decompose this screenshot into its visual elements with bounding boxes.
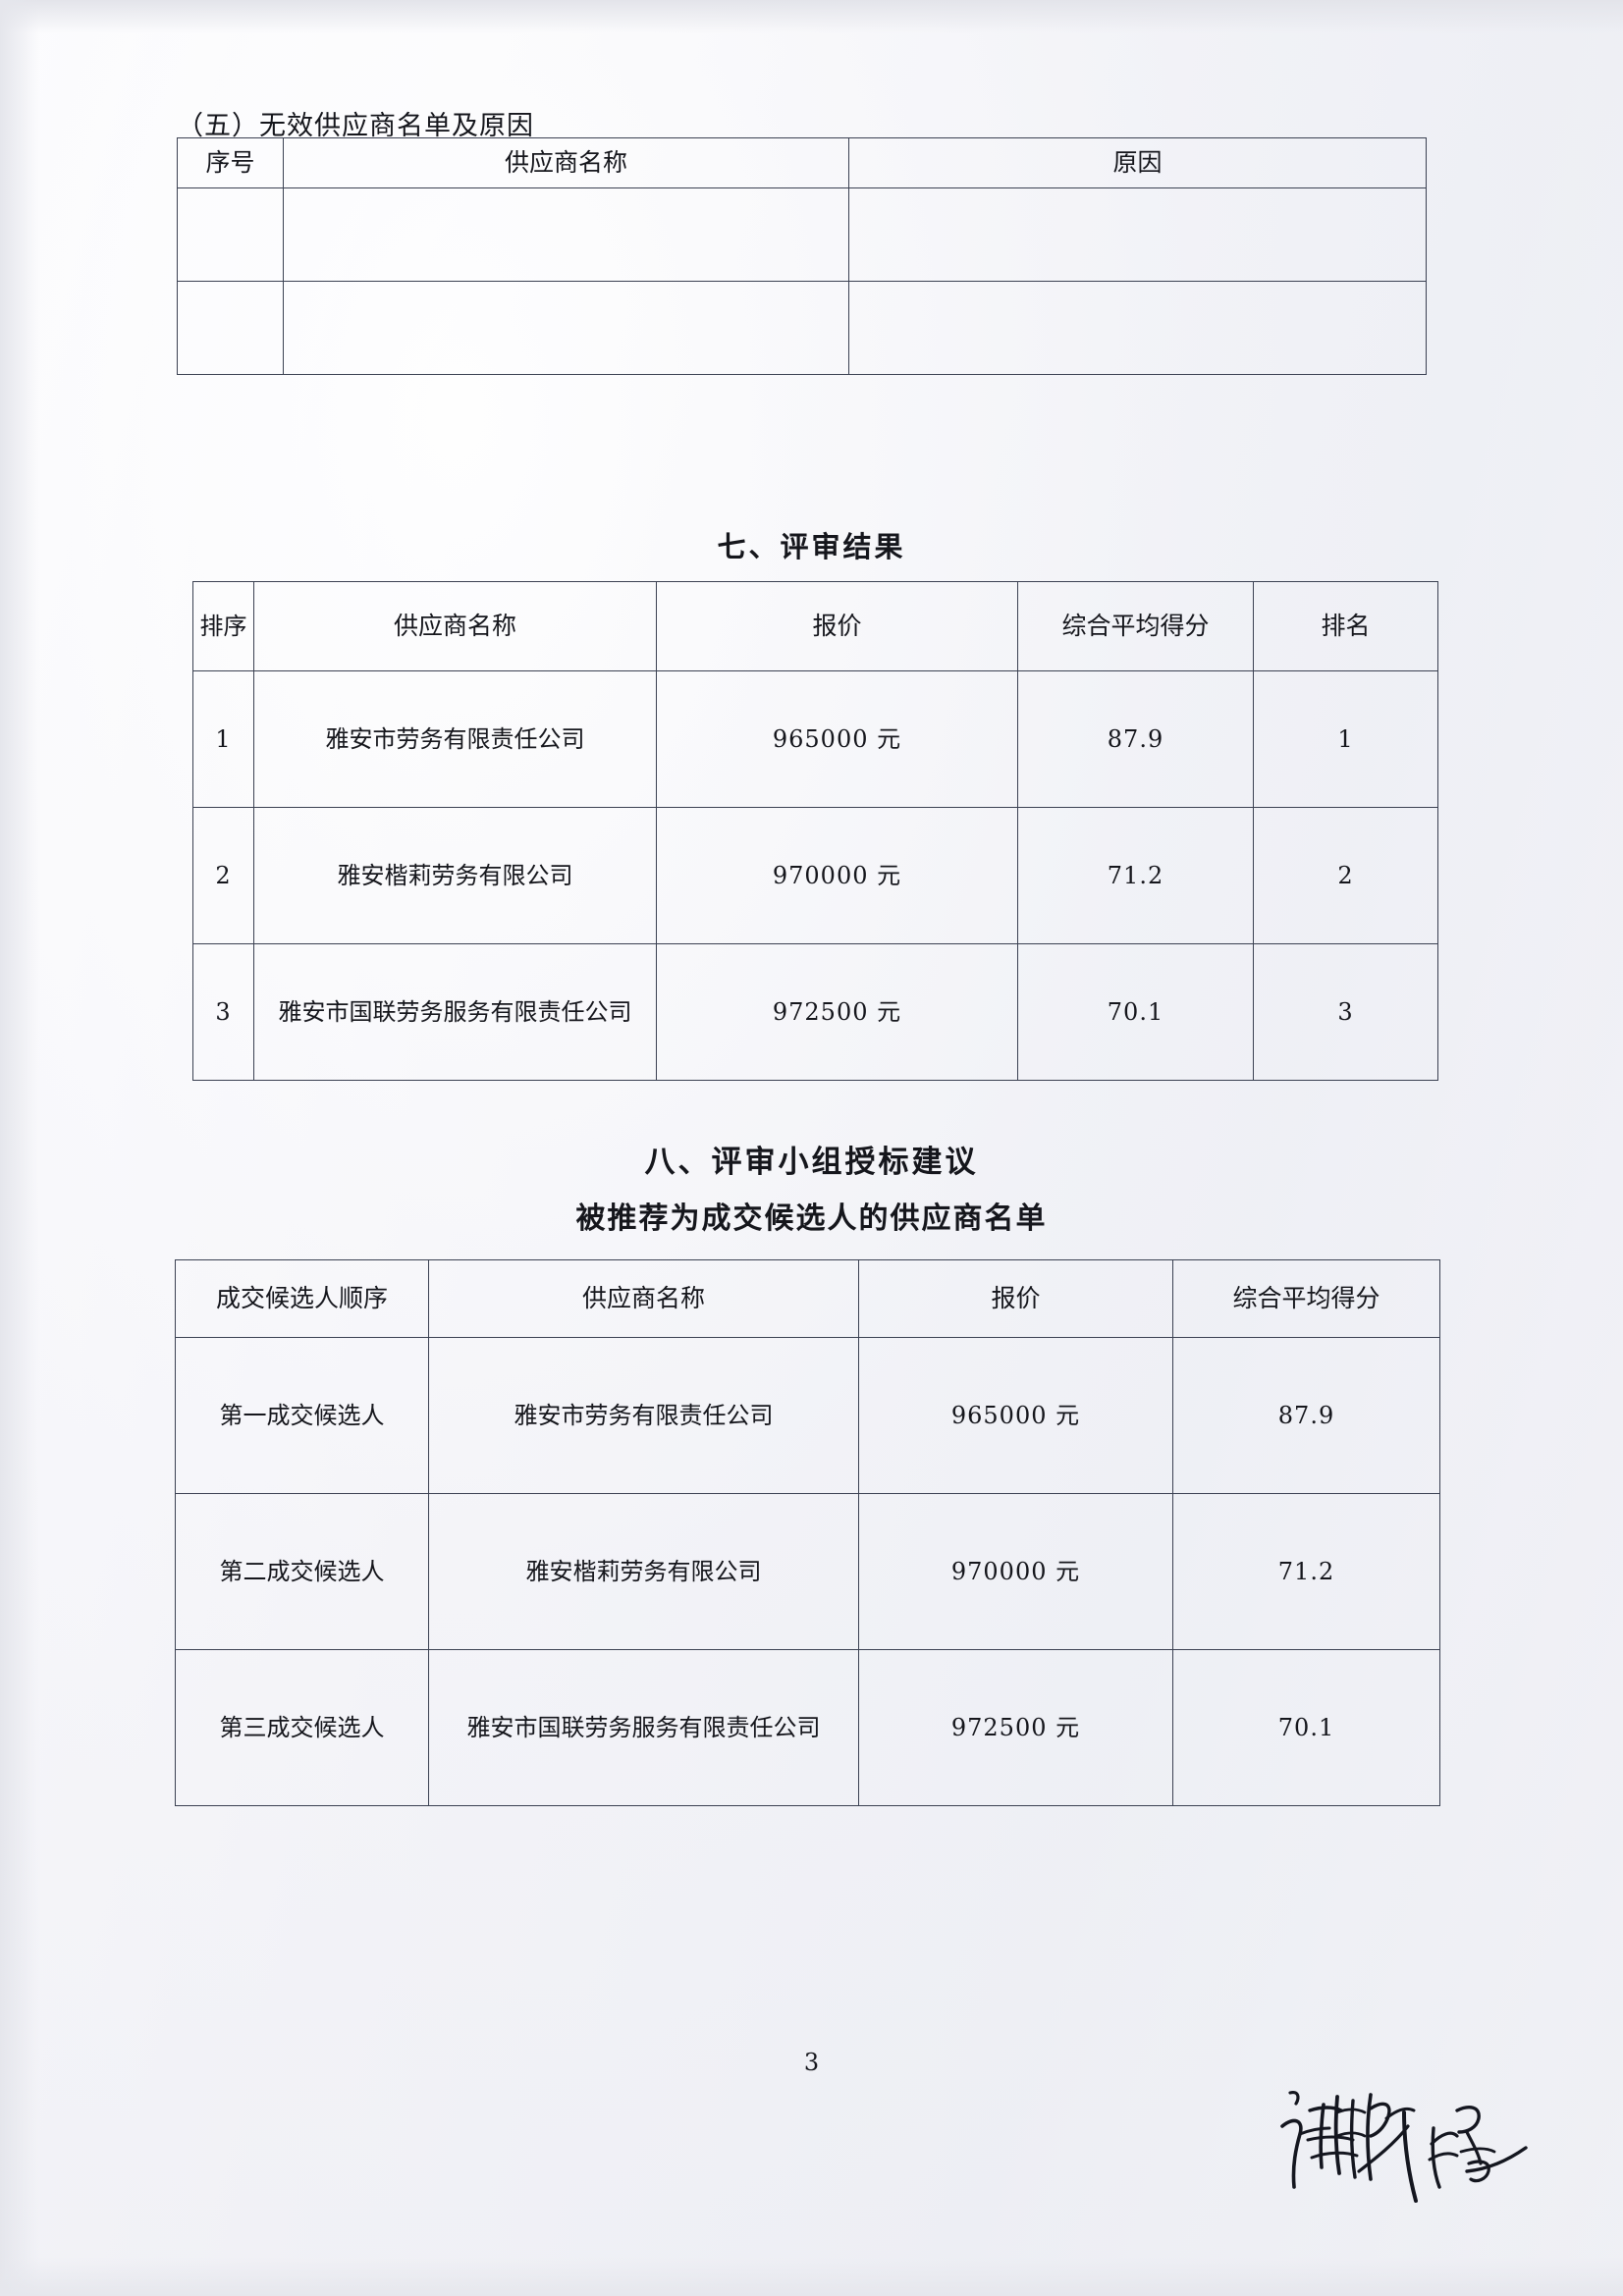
cell-supplier — [283, 281, 849, 375]
cell-supplier: 雅安楷莉劳务有限公司 — [253, 807, 657, 944]
cell-score: 71.2 — [1172, 1493, 1440, 1650]
column-header-candidate-order: 成交候选人顺序 — [175, 1259, 429, 1338]
award-candidates-table: 成交候选人顺序 供应商名称 报价 综合平均得分 第一成交候选人 雅安市劳务有限责… — [175, 1259, 1440, 1806]
table-header-row: 成交候选人顺序 供应商名称 报价 综合平均得分 — [175, 1259, 1440, 1338]
cell-price: 970000 元 — [858, 1493, 1173, 1650]
column-header-supplier: 供应商名称 — [283, 137, 849, 188]
table-header-row: 排序 供应商名称 报价 综合平均得分 排名 — [192, 581, 1438, 671]
column-header-score: 综合平均得分 — [1172, 1259, 1440, 1338]
cell-order: 3 — [192, 943, 254, 1081]
cell-price: 965000 元 — [858, 1337, 1173, 1494]
cell-score: 71.2 — [1017, 807, 1254, 944]
column-header-price: 报价 — [656, 581, 1018, 671]
cell-supplier — [283, 187, 849, 282]
cell-supplier: 雅安楷莉劳务有限公司 — [428, 1493, 859, 1650]
cell-reason — [848, 281, 1427, 375]
table-row: 2 雅安楷莉劳务有限公司 970000 元 71.2 2 — [192, 807, 1438, 944]
column-header-reason: 原因 — [848, 137, 1427, 188]
page-number: 3 — [803, 2049, 820, 2076]
cell-order: 1 — [192, 670, 254, 808]
column-header-index: 序号 — [177, 137, 284, 188]
cell-candidate-order: 第二成交候选人 — [175, 1493, 429, 1650]
table-row: 第三成交候选人 雅安市国联劳务服务有限责任公司 972500 元 70.1 — [175, 1649, 1440, 1806]
cell-rank: 1 — [1253, 670, 1438, 808]
column-header-rank: 排名 — [1253, 581, 1438, 671]
cell-price: 965000 元 — [656, 670, 1018, 808]
cell-order: 2 — [192, 807, 254, 944]
section-eight-subheading: 被推荐为成交候选人的供应商名单 — [575, 1201, 1048, 1236]
column-header-score: 综合平均得分 — [1017, 581, 1254, 671]
cell-score: 87.9 — [1017, 670, 1254, 808]
section-eight-heading: 八、评审小组授标建议 — [644, 1145, 979, 1180]
column-header-price: 报价 — [858, 1259, 1173, 1338]
cell-score: 70.1 — [1017, 943, 1254, 1081]
column-header-supplier: 供应商名称 — [253, 581, 657, 671]
handwritten-signature — [1239, 2050, 1563, 2246]
cell-supplier: 雅安市劳务有限责任公司 — [253, 670, 657, 808]
cell-score: 70.1 — [1172, 1649, 1440, 1806]
cell-rank: 2 — [1253, 807, 1438, 944]
section-five-label: （五）无效供应商名单及原因 — [177, 111, 534, 141]
evaluation-result-table: 排序 供应商名称 报价 综合平均得分 排名 1 雅安市劳务有限责任公司 9650… — [192, 581, 1438, 1081]
section-seven-heading: 七、评审结果 — [717, 530, 906, 563]
cell-supplier: 雅安市国联劳务服务有限责任公司 — [428, 1649, 859, 1806]
invalid-suppliers-table: 序号 供应商名称 原因 — [177, 137, 1427, 375]
cell-price: 972500 元 — [656, 943, 1018, 1081]
cell-index — [177, 187, 284, 282]
cell-reason — [848, 187, 1427, 282]
table-row: 第一成交候选人 雅安市劳务有限责任公司 965000 元 87.9 — [175, 1337, 1440, 1494]
cell-rank: 3 — [1253, 943, 1438, 1081]
table-row: 第二成交候选人 雅安楷莉劳务有限公司 970000 元 71.2 — [175, 1493, 1440, 1650]
table-row — [177, 187, 1427, 282]
table-row: 1 雅安市劳务有限责任公司 965000 元 87.9 1 — [192, 670, 1438, 808]
table-row: 3 雅安市国联劳务服务有限责任公司 972500 元 70.1 3 — [192, 943, 1438, 1081]
cell-index — [177, 281, 284, 375]
cell-score: 87.9 — [1172, 1337, 1440, 1494]
table-header-row: 序号 供应商名称 原因 — [177, 137, 1427, 188]
cell-candidate-order: 第三成交候选人 — [175, 1649, 429, 1806]
cell-price: 970000 元 — [656, 807, 1018, 944]
column-header-order: 排序 — [192, 581, 254, 671]
column-header-supplier: 供应商名称 — [428, 1259, 859, 1338]
cell-candidate-order: 第一成交候选人 — [175, 1337, 429, 1494]
table-row — [177, 281, 1427, 375]
cell-supplier: 雅安市国联劳务服务有限责任公司 — [253, 943, 657, 1081]
cell-price: 972500 元 — [858, 1649, 1173, 1806]
cell-supplier: 雅安市劳务有限责任公司 — [428, 1337, 859, 1494]
